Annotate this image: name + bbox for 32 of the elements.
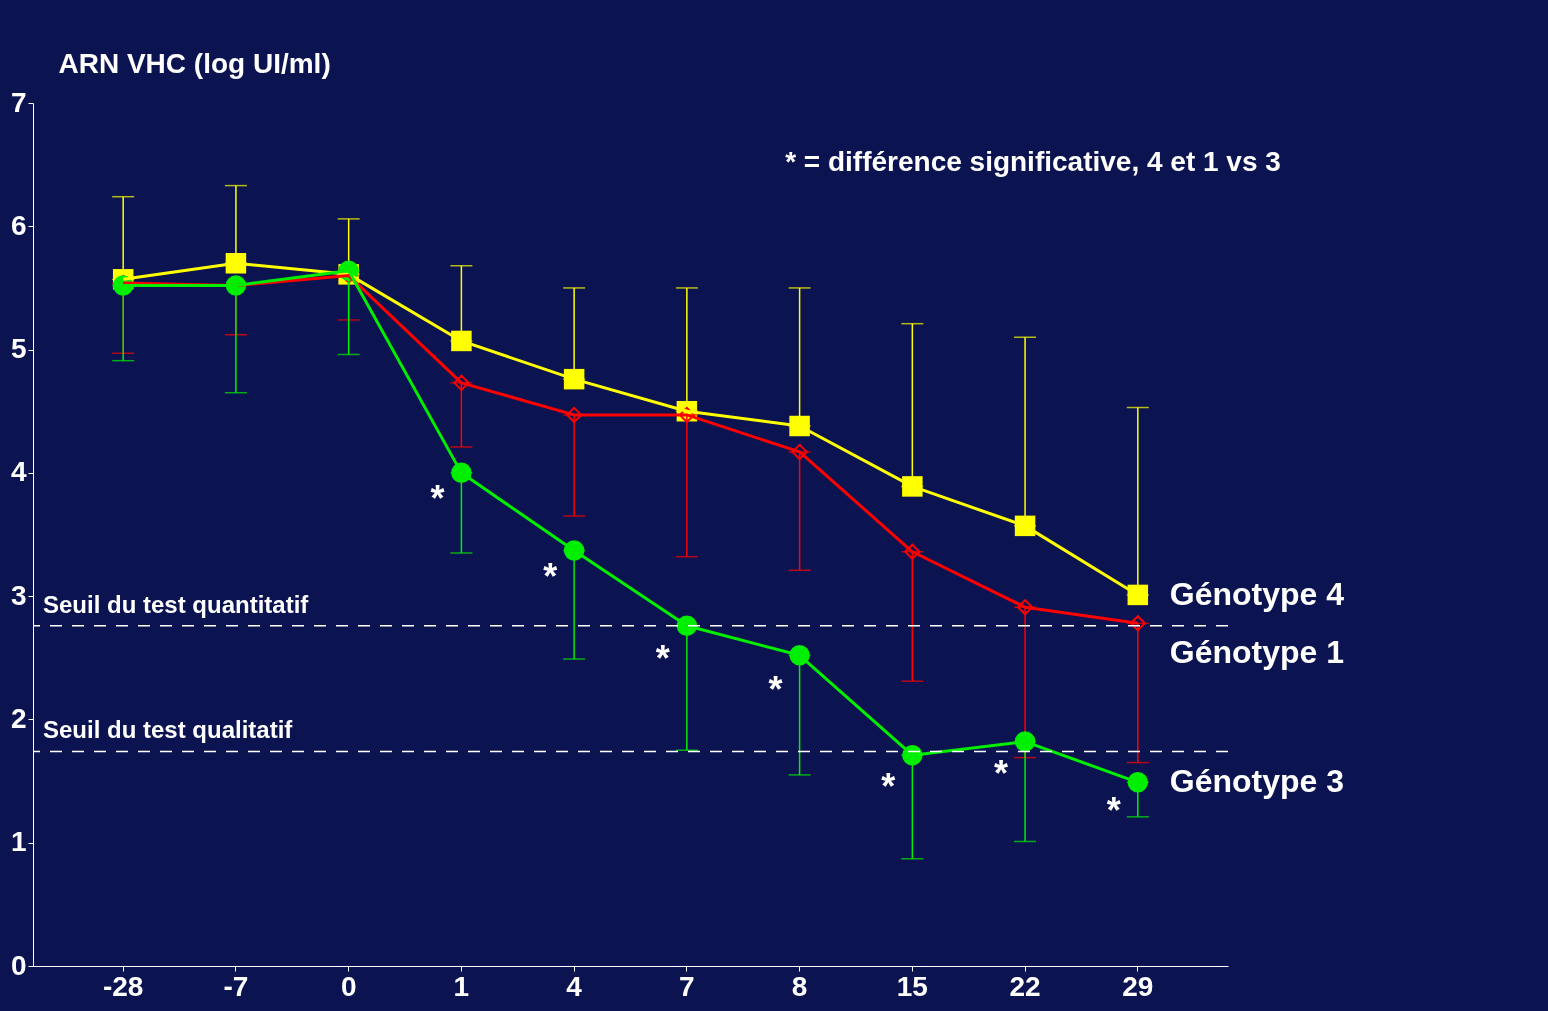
annotation: *: [994, 752, 1009, 794]
x-tick-label: -28: [102, 970, 144, 1002]
x-tick-label: -7: [223, 970, 249, 1002]
y-tick-label: 6: [10, 209, 27, 241]
annotation: *: [768, 669, 783, 711]
annotation: *: [881, 766, 896, 808]
y-axis-title: ARN VHC (log UI/ml): [58, 47, 331, 79]
series-label: Génotype 3: [1169, 763, 1345, 800]
y-tick-label: 0: [10, 949, 27, 981]
series-label: Génotype 1: [1169, 634, 1345, 671]
ref-line-label: Seuil du test qualitatif: [43, 716, 294, 744]
annotation: *: [543, 555, 558, 597]
x-tick-label: 0: [340, 970, 357, 1002]
x-tick-label: 15: [896, 970, 928, 1002]
annotation: *: [655, 638, 670, 680]
x-tick-label: 1: [453, 970, 470, 1002]
annotation: *: [430, 477, 445, 519]
x-tick-label: 4: [566, 970, 583, 1002]
y-tick-label: 1: [10, 826, 27, 858]
y-tick-label: 5: [10, 333, 27, 365]
ref-line-label: Seuil du test quantitatif: [43, 590, 310, 618]
y-tick-label: 4: [10, 456, 27, 488]
annotation: *: [1106, 789, 1121, 831]
y-tick-label: 2: [10, 702, 27, 734]
annotation: * = différence significative, 4 et 1 vs 3: [785, 146, 1281, 177]
series-label: Génotype 4: [1169, 575, 1345, 612]
y-tick-label: 7: [10, 86, 27, 118]
x-tick-label: 8: [791, 970, 808, 1002]
x-tick-label: 22: [1009, 970, 1041, 1002]
y-tick-label: 3: [10, 579, 27, 611]
x-tick-label: 7: [679, 970, 695, 1002]
x-tick-label: 29: [1122, 970, 1154, 1002]
